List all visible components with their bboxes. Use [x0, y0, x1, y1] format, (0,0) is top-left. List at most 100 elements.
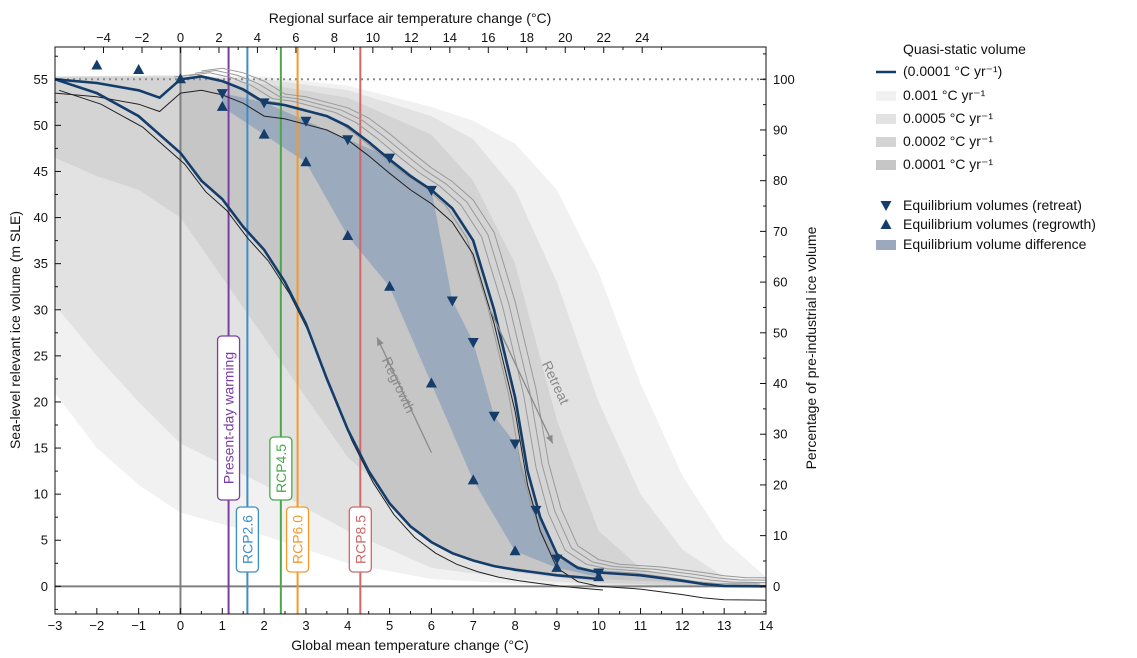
- scenario-label-box-0: [216, 335, 241, 501]
- retreat-marker: [509, 439, 521, 450]
- legend-band-swatch: [876, 240, 896, 250]
- x2-tick-label: 18: [520, 30, 534, 45]
- x2-tick-label: 14: [443, 30, 457, 45]
- x-tick-label: 1: [219, 618, 226, 633]
- y2-tick-label: 30: [773, 427, 787, 442]
- regrowth-marker: [467, 474, 479, 485]
- equilibrium-difference-area: [222, 93, 599, 578]
- reference-lines: [55, 47, 766, 614]
- retreat-ensemble-line-0: [188, 72, 766, 584]
- x2-tick-label: 8: [331, 30, 338, 45]
- x2-tick-label: 16: [481, 30, 495, 45]
- retreat-marker: [342, 135, 354, 146]
- arrow-head-0: [377, 337, 384, 347]
- y-tick-label: 40: [34, 210, 48, 225]
- retreat-thin-line: [55, 89, 766, 601]
- retreat-ensemble-line-3: [201, 67, 766, 579]
- x-tick-label: 0: [177, 618, 184, 633]
- scenario-label-box-2: [269, 436, 293, 501]
- regrowth-marker: [342, 230, 354, 240]
- x-tick-label: 14: [759, 618, 773, 633]
- scenario-label-box-1: [235, 506, 260, 573]
- y2-tick-label: 70: [773, 224, 787, 239]
- legend-band-swatch: [876, 114, 896, 124]
- scenario-label-1: RCP2.6: [239, 515, 255, 564]
- x-tick-label: −1: [131, 618, 146, 633]
- legend-label: Quasi-static volume: [903, 41, 1026, 57]
- legend-label: Equilibrium volume difference: [903, 236, 1087, 252]
- regrowth-marker: [91, 59, 103, 70]
- retreat-marker: [467, 338, 479, 349]
- regrowth-marker: [509, 545, 521, 556]
- y-tick-label: 25: [34, 348, 48, 363]
- scenario-label-box-3: [285, 506, 310, 573]
- x-tick-label: −3: [48, 618, 63, 633]
- legend-label: Equilibrium volumes (regrowth): [903, 216, 1096, 232]
- legend-label: 0.0005 °C yr⁻¹: [903, 110, 993, 126]
- regrowth-marker: [133, 64, 145, 75]
- regrowth-marker: [593, 571, 605, 582]
- x2-tick-label: 12: [404, 30, 418, 45]
- regrowth-marker: [425, 377, 437, 388]
- x-tick-label: 6: [428, 618, 435, 633]
- x-tick-label: 2: [261, 618, 268, 633]
- legend-label: 0.0002 °C yr⁻¹: [903, 133, 993, 149]
- arrow-shaft-0: [376, 337, 432, 453]
- x-tick-label: 5: [386, 618, 393, 633]
- equilibrium-markers: [91, 59, 605, 582]
- quasi-static-series-1: [55, 78, 599, 581]
- y2-tick-label: 80: [773, 173, 787, 188]
- x2-tick-label: 22: [596, 30, 610, 45]
- retreat-marker: [216, 89, 228, 100]
- x-tick-label: 3: [302, 618, 309, 633]
- retreat-marker: [300, 116, 312, 127]
- y-tick-label: 30: [34, 302, 48, 317]
- x2-tick-label: 20: [558, 30, 572, 45]
- regrowth-marker: [174, 73, 186, 84]
- y-tick-label: 35: [34, 256, 48, 271]
- arrow-head-1: [546, 434, 553, 444]
- retreat-marker: [425, 185, 437, 196]
- retreat-marker: [384, 153, 396, 164]
- x2-tick-label: 10: [366, 30, 380, 45]
- retreat-marker: [530, 505, 542, 516]
- x-tick-label: 10: [591, 618, 605, 633]
- x-tick-label: 8: [511, 618, 518, 633]
- legend-label: (0.0001 °C yr⁻¹): [903, 63, 1002, 79]
- y-tick-label: 5: [41, 533, 48, 548]
- y-tick-label: 0: [41, 579, 48, 594]
- legend-retreat-marker: [880, 201, 892, 211]
- x2-axis-title: Regional surface air temperature change …: [269, 10, 552, 26]
- regrowth-marker: [216, 100, 228, 111]
- y2-tick-label: 10: [773, 528, 787, 543]
- y2-tick-label: 0: [773, 579, 780, 594]
- x2-tick-label: 6: [292, 30, 299, 45]
- x2-tick-label: −4: [96, 30, 111, 45]
- y2-axis-title: Percentage of pre-industrial ice volume: [803, 226, 819, 469]
- legend: Quasi-static volume (0.0001 °C yr⁻¹) 0.001…: [876, 41, 1096, 252]
- x-tick-label: 4: [344, 618, 351, 633]
- retreat-ensemble-line-1: [195, 69, 766, 581]
- x2-tick-label: 24: [635, 30, 649, 45]
- regrowth-marker: [258, 128, 270, 139]
- x-tick-label: 12: [675, 618, 689, 633]
- y-tick-label: 10: [34, 487, 48, 502]
- y-tick-label: 15: [34, 441, 48, 456]
- legend-label: 0.0001 °C yr⁻¹: [903, 156, 993, 172]
- scenario-label-2: RCP4.5: [273, 444, 289, 493]
- y-tick-label: 50: [34, 118, 48, 133]
- y-tick-label: 45: [34, 164, 48, 179]
- x2-tick-label: 2: [215, 30, 222, 45]
- y-tick-label: 55: [34, 72, 48, 87]
- regrowth-marker: [384, 280, 396, 291]
- scenario-label-box-4: [348, 506, 372, 573]
- legend-label: Equilibrium volumes (retreat): [903, 197, 1082, 213]
- axes: −3 −2 −1 0 1 2 3 4 5 6 7 8 9 10 11 12 13 14−4 −2 0 2 4 6 8 10 12 1…: [34, 30, 795, 633]
- regrowth-marker: [300, 156, 312, 167]
- legend-band-swatch: [876, 160, 896, 170]
- retreat-marker: [488, 411, 500, 422]
- y-tick-label: 20: [34, 394, 48, 409]
- legend-band-swatch: [876, 137, 896, 147]
- legend-band-swatch: [876, 91, 896, 101]
- retreat-marker: [446, 296, 458, 307]
